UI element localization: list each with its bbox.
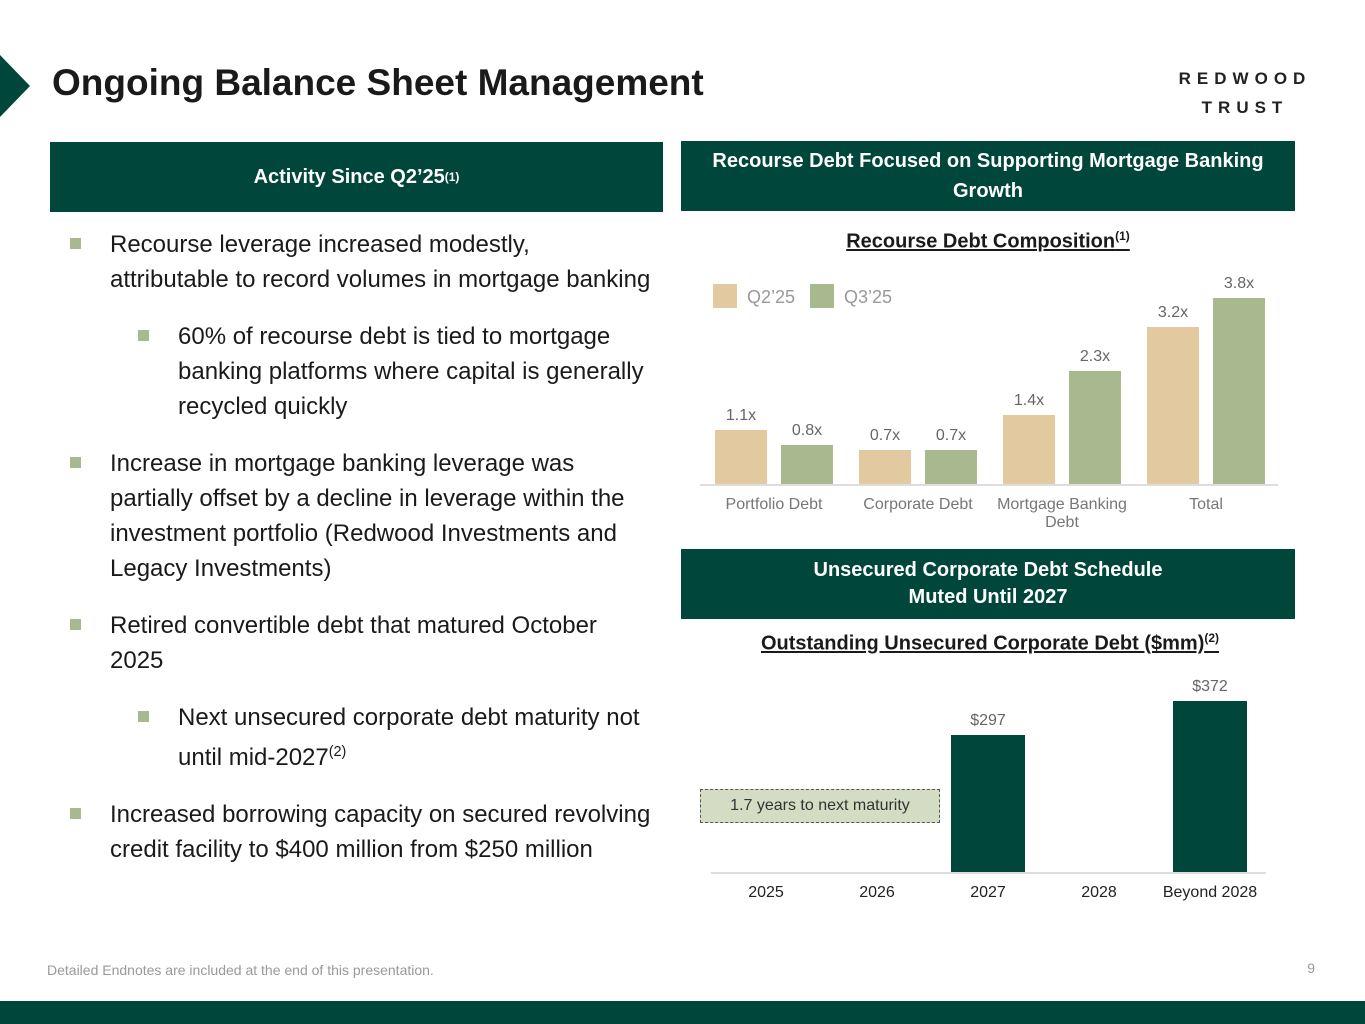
bullet: Retired convertible debt that matured Oc… — [70, 608, 655, 678]
right-heading-1: Recourse Debt Focused on Supporting Mort… — [681, 141, 1295, 211]
footer-bar — [0, 1001, 1365, 1024]
chart-title-text: Outstanding Unsecured Corporate Debt ($m… — [760, 632, 1205, 655]
footnote-marker: (1) — [1115, 229, 1130, 243]
sub-bullet: Next unsecured corporate debt maturity n… — [138, 700, 655, 775]
bullet-list: Recourse leverage increased modestly, at… — [70, 227, 655, 889]
chart-title: Outstanding Unsecured Corporate Debt ($m… — [690, 631, 1290, 656]
data-label: 1.4x — [1013, 392, 1045, 410]
logo-bottom: TRUST — [1201, 98, 1289, 117]
heading-text: Activity Since Q2’25 — [253, 166, 445, 188]
sub-bullet-text: Next unsecured corporate debt maturity n… — [178, 704, 640, 771]
x-axis — [711, 872, 1266, 874]
title-arrow — [0, 55, 30, 117]
annotation: 1.7 years to next maturity — [700, 789, 940, 823]
bullet: Increase in mortgage banking leverage wa… — [70, 446, 655, 586]
footnote-marker: (2) — [1204, 631, 1220, 645]
x-tick-label: Beyond 2028 — [1162, 884, 1258, 901]
sub-bullet: 60% of recourse debt is tied to mortgage… — [138, 319, 655, 424]
x-axis — [700, 484, 1278, 486]
bullet: Recourse leverage increased modestly, at… — [70, 227, 655, 297]
bullet: Increased borrowing capacity on secured … — [70, 797, 655, 867]
bar — [1173, 701, 1247, 872]
x-tick-label: 2027 — [970, 884, 1006, 901]
legend-swatch — [810, 284, 834, 308]
x-tick-label: 2028 — [1081, 884, 1117, 901]
logo: REDWOOD TRUST — [1170, 64, 1320, 122]
page-title: Ongoing Balance Sheet Management — [52, 62, 704, 103]
x-tick-label: Total — [1189, 496, 1223, 513]
x-tick-label: Corporate Debt — [863, 496, 973, 513]
legend-label: Q3’25 — [844, 287, 893, 307]
footnote-marker: (1) — [444, 170, 460, 184]
data-label: 0.7x — [869, 426, 901, 444]
bar — [859, 449, 911, 484]
bar — [1213, 298, 1265, 484]
bar — [781, 444, 833, 484]
x-tick-label: Portfolio Debt — [725, 496, 823, 513]
footer-note: Detailed Endnotes are included at the en… — [47, 962, 434, 978]
bar — [925, 449, 977, 484]
data-label: $372 — [1192, 678, 1228, 695]
bar — [715, 430, 767, 484]
footnote-marker: (2) — [328, 744, 347, 760]
legend-swatch — [713, 284, 737, 308]
right-heading-2: Unsecured Corporate Debt Schedule Muted … — [681, 549, 1295, 619]
logo-top: REDWOOD — [1178, 69, 1312, 88]
chart-title: Recourse Debt Composition(1) — [688, 229, 1288, 254]
x-tick-label: 2026 — [859, 884, 895, 901]
data-label: 1.1x — [725, 407, 757, 425]
page-number: 9 — [1307, 960, 1315, 976]
data-label: $297 — [970, 712, 1006, 730]
left-heading: Activity Since Q2’25 (1) — [50, 142, 663, 212]
data-label: 3.2x — [1157, 304, 1189, 322]
legend-label: Q2’25 — [747, 287, 796, 307]
data-label: 3.8x — [1223, 275, 1255, 292]
bar — [1147, 327, 1199, 484]
chart-title-text: Recourse Debt Composition — [846, 230, 1116, 253]
data-label: 0.8x — [791, 421, 823, 439]
x-tick-label: Mortgage Banking Debt — [997, 496, 1127, 531]
bar — [1003, 415, 1055, 484]
bar — [951, 735, 1025, 872]
bar — [1069, 371, 1121, 484]
data-label: 2.3x — [1079, 348, 1111, 366]
x-tick-label: 2025 — [748, 884, 784, 901]
data-label: 0.7x — [935, 426, 967, 444]
